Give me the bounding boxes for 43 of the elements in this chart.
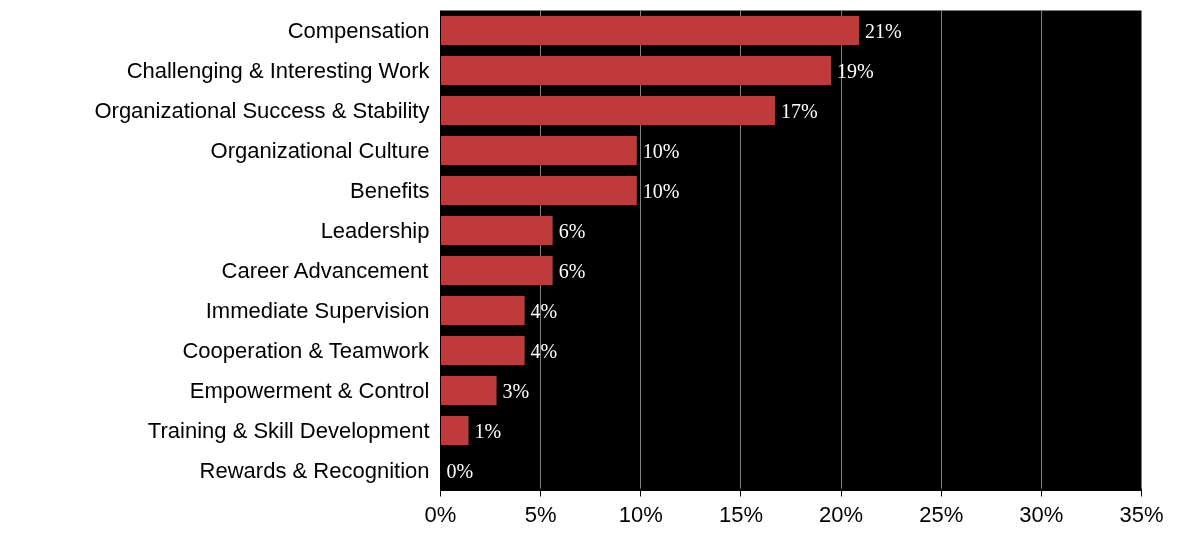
x-tick-label: 35% — [1119, 501, 1164, 527]
y-tick-label: Cooperation & Teamwork — [182, 338, 431, 363]
y-tick-label: Immediate Supervision — [205, 298, 430, 323]
data-label: 17% — [780, 99, 818, 122]
y-tick-label: Compensation — [287, 18, 430, 43]
data-label: 1% — [474, 419, 502, 442]
y-tick-label: Empowerment & Control — [189, 378, 430, 403]
data-label: 6% — [558, 219, 586, 242]
bar — [440, 256, 553, 285]
bar — [440, 96, 775, 125]
y-tick-label: Benefits — [350, 178, 430, 203]
bar — [440, 56, 832, 85]
y-tick-label: Leadership — [320, 218, 430, 243]
data-label: 10% — [642, 139, 680, 162]
data-label: 4% — [530, 299, 558, 322]
bar — [440, 416, 469, 445]
x-tick-label: 5% — [524, 501, 557, 527]
bar — [440, 16, 860, 45]
bar — [440, 136, 637, 165]
y-tick-label: Organizational Culture — [210, 138, 430, 163]
y-tick-label: Training & Skill Development — [147, 418, 430, 443]
x-tick-label: 20% — [819, 501, 864, 527]
x-tick-label: 0% — [424, 501, 457, 527]
bar — [440, 176, 637, 205]
x-tick-label: 30% — [1019, 501, 1064, 527]
data-label: 6% — [558, 259, 586, 282]
data-label: 21% — [865, 19, 902, 42]
data-label: 19% — [837, 59, 874, 82]
x-tick-label: 25% — [919, 501, 964, 527]
x-tick-label: 10% — [618, 501, 663, 527]
bar — [440, 376, 497, 405]
bar — [440, 336, 525, 365]
data-label: 4% — [530, 339, 558, 362]
data-label: 3% — [502, 379, 530, 402]
y-tick-label: Rewards & Recognition — [199, 458, 430, 483]
bar — [440, 296, 525, 325]
data-label: 10% — [642, 179, 680, 202]
data-label: 0% — [446, 459, 474, 482]
x-tick-label: 15% — [718, 501, 763, 527]
y-tick-label: Career Advancement — [221, 258, 429, 283]
y-tick-label: Organizational Success & Stability — [94, 98, 430, 123]
y-tick-label: Challenging & Interesting Work — [126, 58, 431, 83]
bar — [440, 216, 553, 245]
